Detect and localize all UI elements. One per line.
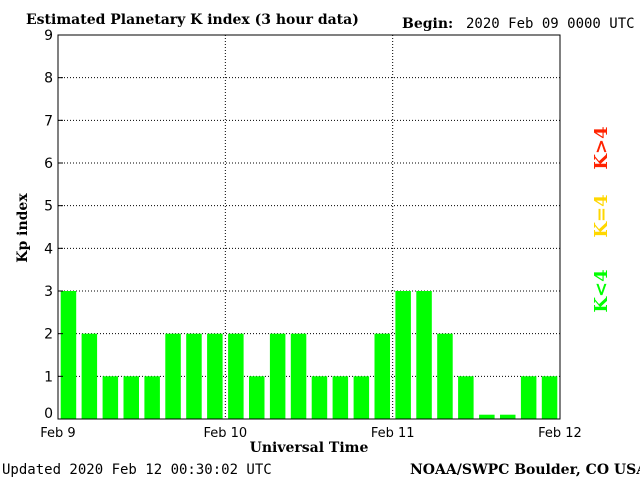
x-axis-label: Universal Time bbox=[250, 440, 369, 456]
x-tick-label: Feb 9 bbox=[40, 426, 75, 441]
y-tick-label: 5 bbox=[44, 199, 53, 215]
kp-bar bbox=[102, 376, 119, 419]
kp-bar bbox=[311, 376, 328, 419]
kp-bar bbox=[228, 333, 244, 419]
y-tick-label: 1 bbox=[44, 369, 53, 385]
y-tick-label: 9 bbox=[44, 28, 53, 44]
kp-bar bbox=[60, 291, 77, 419]
kp-bar bbox=[186, 333, 202, 419]
updated-timestamp: Updated 2020 Feb 12 00:30:02 UTC bbox=[2, 462, 272, 478]
kp-bar bbox=[500, 414, 516, 419]
plot-frame bbox=[57, 34, 561, 420]
kp-bar bbox=[207, 333, 223, 419]
y-tick-label: 0 bbox=[44, 406, 53, 422]
kp-bar bbox=[81, 333, 98, 419]
y-axis-label: Kp index bbox=[15, 193, 31, 263]
chart-title: Estimated Planetary K index (3 hour data… bbox=[26, 12, 359, 28]
begin-value: 2020 Feb 09 0000 UTC bbox=[466, 16, 635, 32]
kp-bar bbox=[437, 333, 453, 419]
kp-bar bbox=[332, 376, 349, 419]
y-tick-label: 6 bbox=[44, 156, 53, 172]
kp-bar bbox=[541, 376, 558, 419]
legend-storm: K>4 bbox=[591, 126, 612, 169]
grid-lines bbox=[58, 35, 560, 419]
kp-bar bbox=[353, 376, 370, 419]
x-tick-label: Feb 12 bbox=[538, 426, 582, 441]
source-credit: NOAA/SWPC Boulder, CO USA bbox=[410, 462, 640, 478]
kp-bar bbox=[479, 414, 495, 419]
kp-bar bbox=[374, 333, 390, 419]
kp-bar bbox=[395, 291, 411, 419]
y-tick-label: 8 bbox=[44, 71, 53, 87]
x-ticks: Feb 9 Feb 10 Feb 11 Feb 12 bbox=[40, 426, 582, 441]
y-tick-label: 4 bbox=[44, 241, 53, 257]
kp-bar bbox=[458, 376, 474, 419]
x-tick-label: Feb 10 bbox=[203, 426, 247, 441]
kp-bar bbox=[520, 376, 537, 419]
legend: K>4 K=4 K<4 bbox=[591, 126, 612, 312]
begin-label: Begin: bbox=[402, 16, 453, 32]
kp-bar bbox=[123, 376, 139, 419]
kp-bar bbox=[144, 376, 160, 419]
y-tick-label: 2 bbox=[44, 327, 53, 343]
kp-bar bbox=[165, 333, 181, 419]
legend-quiet: K<4 bbox=[591, 269, 612, 312]
legend-active: K=4 bbox=[591, 194, 612, 237]
x-tick-label: Feb 11 bbox=[371, 426, 415, 441]
kp-bar bbox=[290, 333, 307, 419]
bars-group bbox=[60, 291, 558, 419]
y-tick-label: 3 bbox=[44, 284, 53, 300]
kp-bar bbox=[249, 376, 265, 419]
y-ticks: 0 1 2 3 4 5 6 7 8 9 bbox=[44, 28, 63, 422]
kp-bar bbox=[416, 291, 432, 419]
kp-bar bbox=[269, 333, 286, 419]
y-tick-label: 7 bbox=[44, 113, 53, 129]
